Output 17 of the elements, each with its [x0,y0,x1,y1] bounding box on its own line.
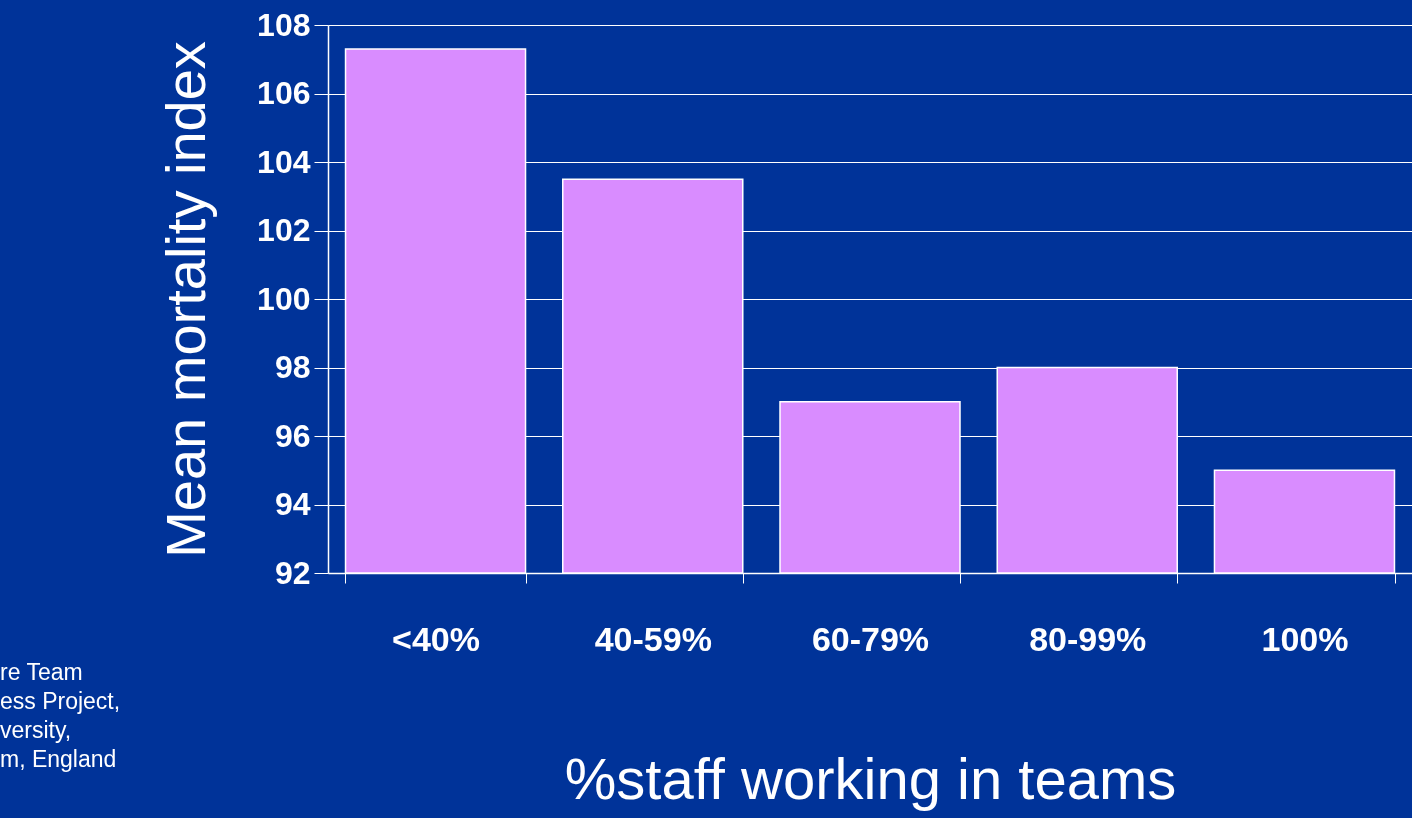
y-tick-label: 102 [257,212,311,248]
y-tick-label: 100 [257,280,311,317]
y-axis-title: Mean mortality index [154,41,218,558]
x-tick-label: 100% [1261,619,1349,658]
x-axis-title: %staff working in teams [564,745,1177,811]
y-tick-label: 98 [274,349,311,385]
y-tick-label: 94 [274,486,311,522]
x-tick-label: 60-79% [811,619,930,658]
x-tick-label: 40-59% [594,619,712,658]
y-tick-label: 106 [257,75,311,111]
x-tick-label: <40% [392,619,480,658]
y-tick-label: 108 [257,6,311,43]
y-tick-label: 96 [274,417,311,454]
y-tick-label: 104 [257,143,311,180]
y-tick-label: 92 [274,554,311,591]
x-tick-label: 80-99% [1029,619,1147,658]
text: re Team ess Project, versity, m, England [0,658,121,774]
